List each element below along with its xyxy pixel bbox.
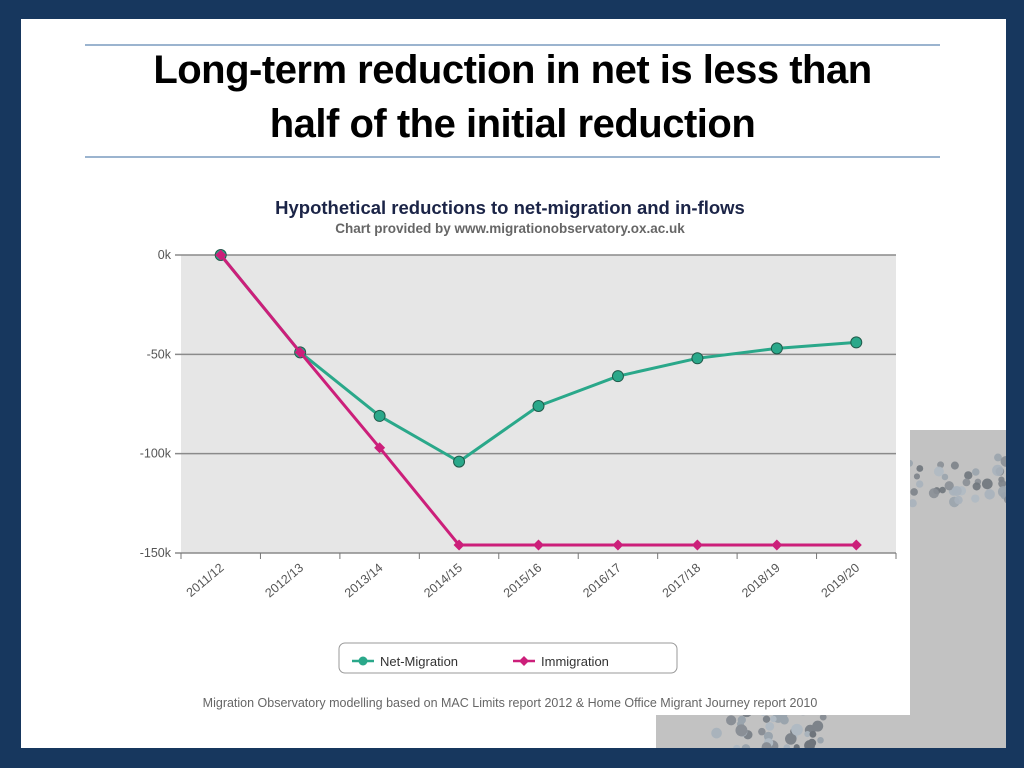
- decorative-dot: [819, 713, 827, 721]
- legend-net-migration-label: Net-Migration: [380, 654, 458, 669]
- decorative-dot: [791, 723, 803, 736]
- decorative-dot: [941, 473, 949, 481]
- y-tick-label: -150k: [140, 546, 172, 560]
- decorative-dot: [964, 471, 973, 480]
- decorative-dot: [762, 715, 771, 723]
- x-tick-label: 2016/17: [580, 561, 624, 601]
- decorative-dot: [783, 744, 791, 748]
- y-tick-label: 0k: [158, 248, 172, 262]
- x-tick-label: 2013/14: [342, 561, 386, 601]
- decorative-dot: [984, 489, 995, 500]
- decorative-dot: [711, 727, 722, 739]
- decorative-dot: [994, 453, 1002, 462]
- legend-net-migration-marker: [358, 656, 368, 666]
- x-tick-label: 2019/20: [819, 561, 863, 601]
- decorative-dot: [758, 727, 766, 736]
- decorative-dot: [951, 485, 962, 497]
- decorative-dot: [793, 744, 800, 748]
- slide-title-line-1: Long-term reduction in net is less than: [153, 48, 872, 92]
- decorative-dot: [804, 730, 811, 738]
- decorative-dot: [972, 468, 980, 476]
- decorative-dot: [1000, 455, 1006, 467]
- decorative-dot: [972, 482, 981, 491]
- series-immigration-point: [215, 249, 227, 261]
- series-immigration-point: [533, 539, 544, 551]
- decorative-dot: [812, 720, 824, 732]
- title-rule-top: [85, 44, 940, 46]
- decorative-dot: [908, 499, 917, 508]
- series-immigration-point: [453, 539, 465, 551]
- series-net-migration-point: [373, 409, 386, 422]
- x-tick-label: 2017/18: [660, 561, 704, 601]
- decorative-dot: [910, 488, 918, 496]
- series-immigration-point: [850, 539, 862, 551]
- series-immigration-point: [771, 539, 783, 551]
- decorative-dot: [962, 478, 971, 487]
- decorative-dot: [933, 466, 944, 477]
- slide-title: Long-term reduction in net is less than …: [85, 43, 940, 151]
- legend-item-net-migration[interactable]: Net-Migration: [352, 654, 458, 669]
- decorative-dot: [981, 478, 993, 490]
- decorative-dot: [915, 480, 924, 488]
- decorative-dot: [735, 724, 748, 737]
- decorative-dot: [804, 740, 815, 748]
- decorative-dot: [992, 464, 1004, 477]
- decorative-dot: [817, 736, 824, 744]
- chart-title: Hypothetical reductions to net-migration…: [275, 197, 745, 218]
- legend-immigration-marker: [519, 656, 529, 666]
- decorative-dot: [928, 488, 939, 499]
- series-net-migration-point: [770, 342, 783, 355]
- chart-image: Hypothetical reductions to net-migration…: [110, 185, 910, 715]
- x-tick-label: 2012/13: [262, 561, 306, 601]
- y-tick-label: -50k: [147, 347, 172, 361]
- decorative-dot: [950, 461, 959, 470]
- decorative-dot: [726, 715, 737, 726]
- decorative-dot: [916, 465, 924, 472]
- series-net-migration-point: [691, 352, 704, 365]
- decorative-dot: [939, 486, 946, 494]
- decorative-dot: [785, 733, 797, 745]
- series-immigration-point: [691, 539, 703, 551]
- decorative-dot: [770, 715, 777, 723]
- series-net-migration-point: [532, 399, 545, 412]
- decorative-dot: [809, 730, 817, 738]
- decorative-dot: [765, 721, 775, 731]
- slide-title-line-2: half of the initial reduction: [269, 102, 756, 146]
- x-tick-label: 2014/15: [421, 561, 465, 601]
- series-immigration-point: [374, 442, 386, 454]
- decorative-dot: [1003, 496, 1006, 504]
- series-group: [214, 249, 863, 551]
- y-axis: 0k -50k -100k -150k: [140, 248, 172, 560]
- series-immigration-point: [612, 539, 624, 551]
- series-net-migration-point: [453, 455, 466, 468]
- decorative-dot: [913, 473, 921, 480]
- chart-subtitle: Chart provided by www.migrationobservato…: [335, 221, 685, 236]
- decorative-dot: [763, 731, 773, 741]
- legend-box: [338, 642, 678, 674]
- decorative-dot: [733, 744, 741, 748]
- decorative-dot: [971, 494, 980, 503]
- line-chart: Hypothetical reductions to net-migration…: [140, 197, 897, 710]
- decorative-dot: [761, 742, 772, 748]
- series-net-migration-point: [850, 336, 863, 349]
- decorative-dot: [998, 479, 1006, 488]
- decorative-dot: [944, 481, 954, 491]
- source-note: Migration Observatory modelling based on…: [203, 696, 818, 710]
- title-rule-bottom: [85, 156, 940, 158]
- legend-item-immigration[interactable]: Immigration: [513, 654, 609, 669]
- series-net-migration-point: [611, 370, 624, 383]
- decorative-dot: [741, 744, 751, 748]
- legend[interactable]: Net-Migration Immigration: [338, 642, 678, 674]
- x-axis: 2011/12 2012/13 2013/14 2014/15 2015/16 2016/…: [180, 553, 897, 601]
- x-tick-label: 2015/16: [501, 561, 545, 601]
- x-tick-label: 2018/19: [739, 561, 783, 601]
- series-immigration-point: [294, 346, 306, 358]
- y-tick-label: -100k: [140, 447, 172, 461]
- x-tick-label: 2011/12: [184, 561, 227, 600]
- legend-immigration-label: Immigration: [541, 654, 609, 669]
- decorative-dot: [954, 495, 963, 505]
